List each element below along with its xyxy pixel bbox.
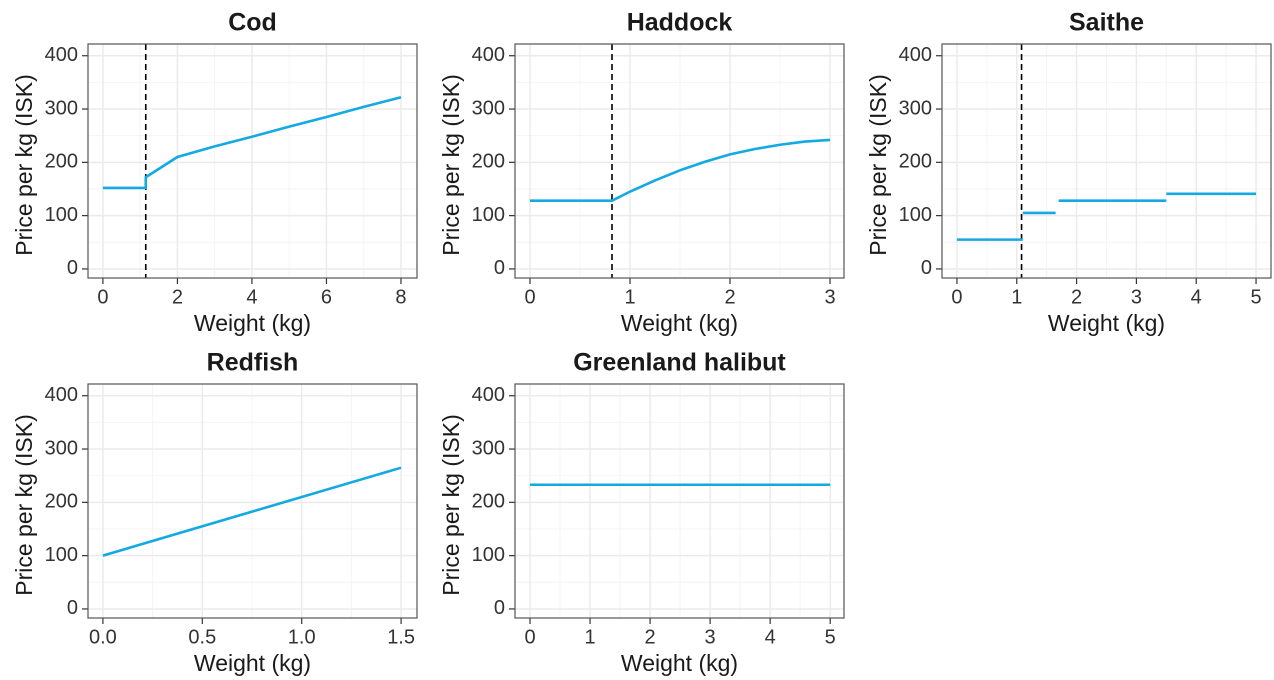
y-tick-label: 400	[472, 384, 505, 406]
y-tick-label: 200	[45, 491, 78, 513]
panel-border	[87, 383, 418, 619]
y-axis-title: Price per kg (ISK)	[11, 414, 37, 596]
price-line	[102, 96, 402, 190]
panel: 0 100 200 300 400 0 1 2 3 4 5 Saithe Weight (kg) Pric…	[865, 9, 1272, 336]
price-line	[530, 138, 831, 203]
y-tick-label: 300	[45, 437, 78, 459]
y-tick-label: 100	[45, 204, 78, 226]
x-tick-label: 1.5	[387, 626, 415, 648]
panel-border	[87, 43, 418, 279]
x-tick-label: 4	[765, 626, 776, 648]
x-tick-label: 0	[524, 286, 535, 308]
x-axis-title: Weight (kg)	[621, 310, 738, 336]
y-axis-title: Price per kg (ISK)	[438, 414, 464, 596]
x-tick-label: 3	[705, 626, 716, 648]
y-tick-label: 100	[472, 544, 505, 566]
y-tick-label: 200	[472, 491, 505, 513]
x-tick-label: 2	[724, 286, 735, 308]
x-tick-label: 1	[1011, 286, 1022, 308]
x-tick-label: 2	[645, 626, 656, 648]
x-tick-label: 0	[524, 626, 535, 648]
y-tick-label: 0	[494, 597, 505, 619]
y-tick-label: 0	[67, 257, 78, 279]
panel-title: Saithe	[1069, 9, 1144, 37]
y-tick-label: 0	[494, 257, 505, 279]
y-tick-label: 300	[45, 97, 78, 119]
x-tick-label: 5	[1250, 286, 1261, 308]
x-tick-label: 0	[951, 286, 962, 308]
y-tick-label: 300	[899, 97, 932, 119]
panel: 0 100 200 300 400 0 1 2 3 4 5 Greenland halibut Weig…	[438, 349, 845, 676]
panel-title: Cod	[228, 9, 277, 37]
panel-title: Haddock	[627, 9, 733, 37]
y-tick-label: 400	[472, 44, 505, 66]
panel-title: Greenland halibut	[573, 349, 786, 377]
panel: 0 100 200 300 400 0.0 0.5 1.0 1.5 Redfish Weight (…	[11, 349, 418, 676]
x-tick-label: 4	[1191, 286, 1202, 308]
panel: 0 100 200 300 400 0 1 2 3 Haddock Weight (kg) Price…	[438, 9, 845, 336]
x-tick-label: 1	[584, 626, 595, 648]
y-axis-title: Price per kg (ISK)	[438, 74, 464, 256]
y-tick-label: 0	[921, 257, 932, 279]
y-tick-label: 0	[67, 597, 78, 619]
x-axis-title: Weight (kg)	[1048, 310, 1165, 336]
price-line	[102, 466, 402, 557]
y-tick-label: 200	[45, 151, 78, 173]
y-axis-title: Price per kg (ISK)	[865, 74, 891, 256]
y-tick-label: 100	[45, 544, 78, 566]
panel-border	[941, 43, 1272, 279]
y-tick-label: 400	[45, 44, 78, 66]
panel-title: Redfish	[207, 349, 299, 377]
y-axis-title: Price per kg (ISK)	[11, 74, 37, 256]
panel-border	[514, 43, 845, 279]
y-tick-label: 100	[899, 204, 932, 226]
y-tick-label: 300	[472, 97, 505, 119]
y-tick-label: 400	[45, 384, 78, 406]
x-tick-label: 1	[624, 286, 635, 308]
x-axis-title: Weight (kg)	[621, 650, 738, 676]
plot-background	[515, 384, 844, 618]
x-tick-label: 0	[97, 286, 108, 308]
y-tick-label: 400	[899, 44, 932, 66]
price-line	[956, 192, 1257, 241]
x-tick-label: 0.0	[89, 626, 117, 648]
panel: 0 100 200 300 400 0 2 4 6 8 Cod Weight (kg) Price pe…	[11, 9, 418, 336]
x-tick-label: 4	[246, 286, 257, 308]
x-tick-label: 8	[395, 286, 406, 308]
x-tick-label: 2	[1071, 286, 1082, 308]
x-tick-label: 3	[1131, 286, 1142, 308]
x-tick-label: 1.0	[288, 626, 316, 648]
x-tick-label: 5	[825, 626, 836, 648]
y-tick-label: 300	[472, 437, 505, 459]
x-axis-title: Weight (kg)	[194, 310, 311, 336]
y-tick-label: 100	[472, 204, 505, 226]
x-tick-label: 3	[824, 286, 835, 308]
panel-border	[514, 383, 845, 619]
y-tick-label: 200	[899, 151, 932, 173]
x-tick-label: 6	[321, 286, 332, 308]
x-tick-label: 2	[172, 286, 183, 308]
x-tick-label: 0.5	[188, 626, 216, 648]
y-tick-label: 200	[472, 151, 505, 173]
x-axis-title: Weight (kg)	[194, 650, 311, 676]
